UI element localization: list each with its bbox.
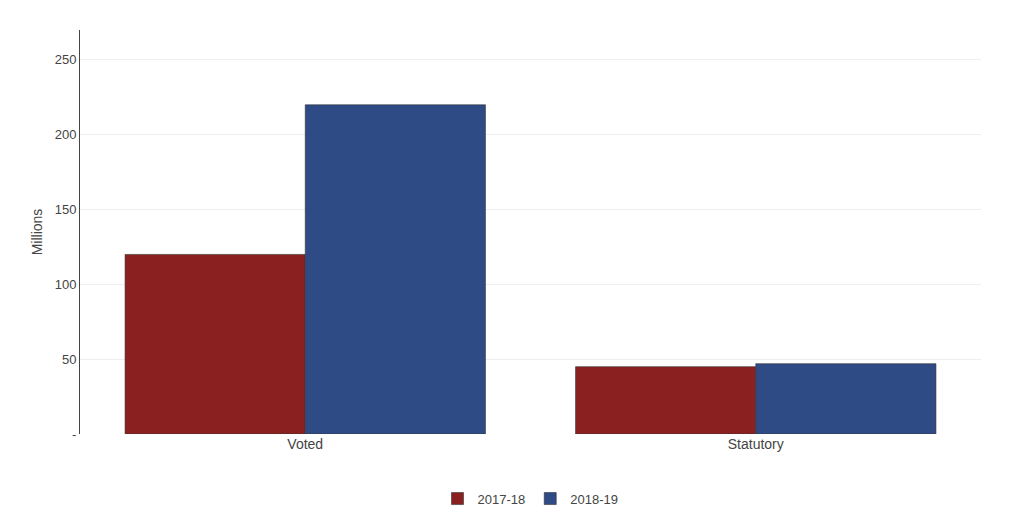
svg-text:-: - xyxy=(72,427,76,442)
svg-text:Millions: Millions xyxy=(29,209,45,256)
svg-text:50: 50 xyxy=(62,352,76,367)
svg-text:Voted: Voted xyxy=(287,436,323,452)
svg-text:200: 200 xyxy=(55,127,77,142)
svg-text:150: 150 xyxy=(55,202,77,217)
svg-text:2017-18: 2017-18 xyxy=(478,492,526,507)
svg-text:250: 250 xyxy=(55,52,77,67)
svg-text:100: 100 xyxy=(55,277,77,292)
svg-text:Statutory: Statutory xyxy=(728,436,784,452)
svg-text:2018-19: 2018-19 xyxy=(570,492,618,507)
